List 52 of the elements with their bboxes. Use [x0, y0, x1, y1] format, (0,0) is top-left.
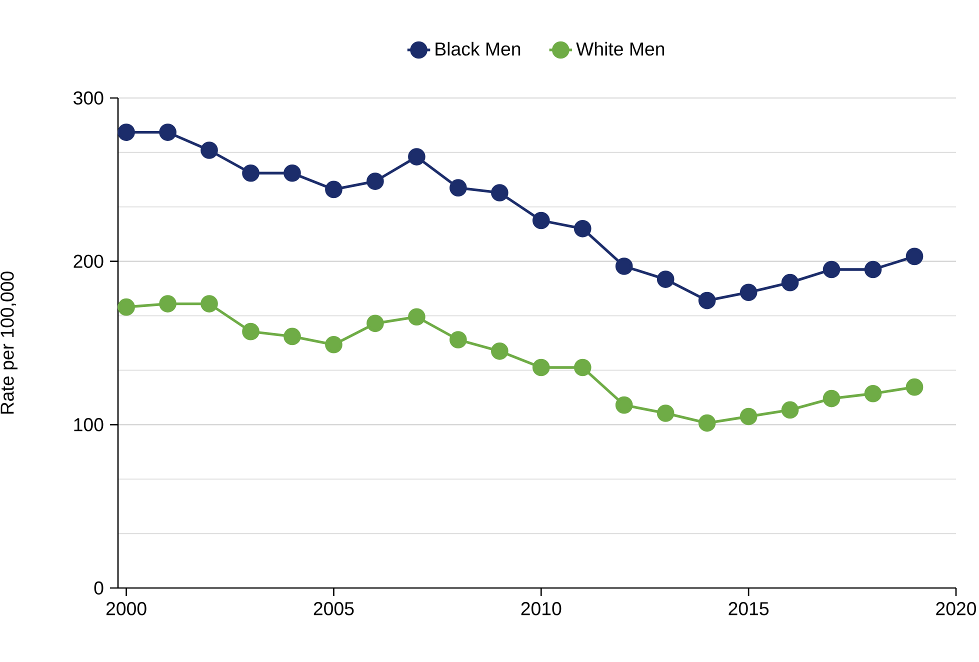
point: [159, 124, 176, 141]
point: [284, 328, 301, 346]
point: [325, 336, 342, 354]
point: [615, 258, 633, 275]
x-tick-label: 2020: [936, 602, 976, 616]
y-tick-label: 300: [74, 91, 104, 105]
point: [698, 292, 716, 310]
point: [200, 295, 218, 312]
y-axis-title: Rate per 100,000: [0, 272, 18, 414]
point: [366, 172, 384, 190]
point: [656, 270, 674, 288]
point: [490, 342, 508, 360]
legend-label: Black Men: [436, 42, 520, 56]
point: [450, 179, 467, 197]
point: [118, 298, 135, 316]
point: [408, 148, 426, 166]
point: [864, 260, 882, 278]
point: [615, 396, 633, 414]
point: [490, 184, 508, 202]
legend-label: White Men: [576, 42, 664, 56]
point: [822, 390, 840, 408]
point: [781, 401, 799, 419]
point: [450, 331, 467, 348]
point: [284, 164, 301, 182]
point: [532, 212, 550, 230]
point: [242, 322, 260, 340]
point: [656, 404, 674, 422]
point: [698, 414, 716, 432]
point: [366, 314, 384, 332]
point: [532, 358, 550, 376]
point: [200, 142, 218, 159]
point: [822, 260, 840, 278]
y-tick-label: 200: [74, 254, 104, 268]
point: [574, 220, 592, 238]
point: [740, 284, 758, 302]
point: [864, 384, 882, 402]
point: [325, 180, 342, 198]
x-tick-label: 2015: [728, 602, 769, 616]
x-tick-label: 2005: [314, 602, 354, 616]
point: [906, 248, 924, 266]
point: [242, 164, 260, 182]
point: [740, 408, 758, 426]
point: [781, 274, 799, 292]
y-tick-label: 100: [74, 418, 104, 432]
point: [574, 358, 592, 376]
x-tick-label: 2010: [521, 602, 562, 616]
point: [118, 124, 135, 141]
point: [408, 308, 426, 326]
point: [159, 295, 176, 312]
point: [906, 378, 924, 396]
x-tick-label: 2000: [106, 602, 146, 616]
y-tick-label: 0: [94, 581, 104, 595]
